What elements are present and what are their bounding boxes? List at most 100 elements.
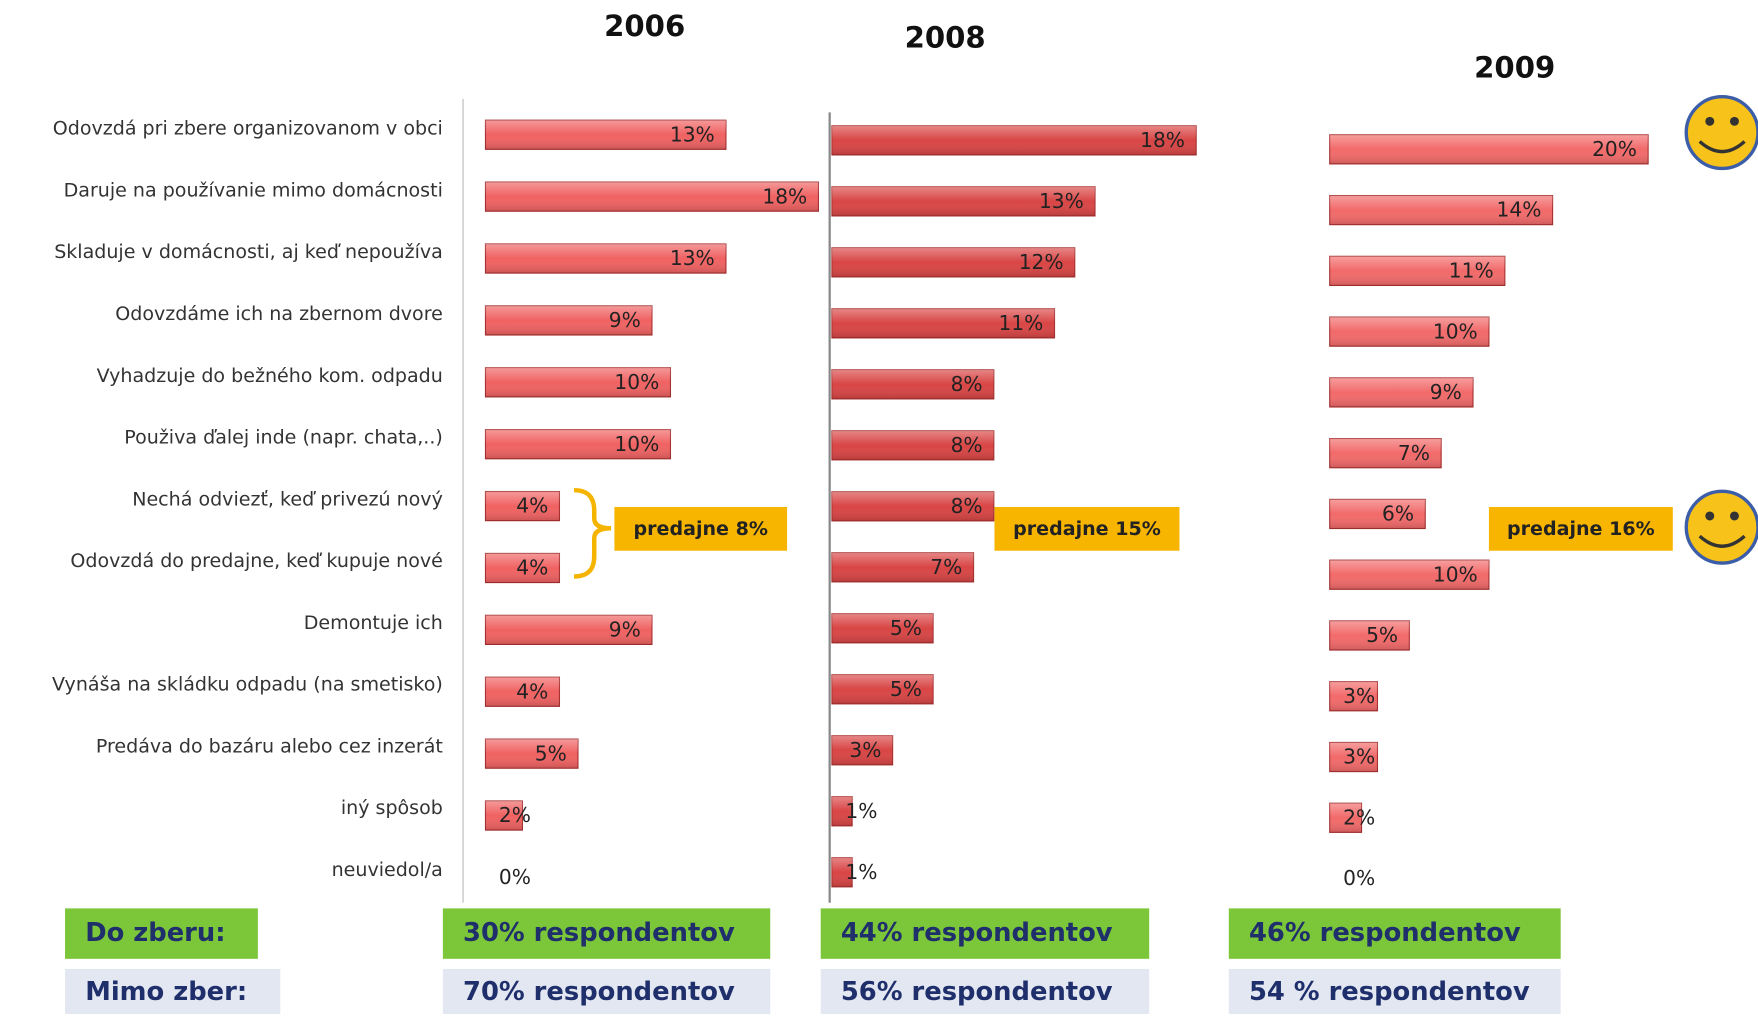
value-label: 4% bbox=[516, 679, 548, 703]
annotation-box bbox=[1488, 507, 1673, 551]
value-label: 8% bbox=[951, 433, 983, 457]
panel-title: 2008 bbox=[905, 20, 986, 54]
bar-shine bbox=[485, 491, 560, 521]
bar-shine bbox=[485, 182, 819, 212]
summary-label-box bbox=[65, 968, 281, 1017]
bar-shine bbox=[831, 125, 1197, 155]
bar-shine bbox=[1329, 803, 1362, 833]
value-label: 2% bbox=[499, 803, 531, 827]
category-label: Demontuje ich bbox=[304, 612, 443, 634]
summary-cell: 44% respondentov bbox=[841, 918, 1113, 948]
bar-shine bbox=[1329, 620, 1410, 651]
bar-shine bbox=[485, 120, 726, 150]
summary-cell-box bbox=[1228, 908, 1561, 959]
summary-cell-box bbox=[442, 968, 771, 1017]
value-label: 13% bbox=[670, 246, 715, 270]
value-label: 1% bbox=[845, 860, 877, 884]
bar-shine bbox=[831, 857, 853, 887]
bar-shine bbox=[831, 308, 1055, 338]
bar-shine bbox=[1329, 499, 1426, 529]
value-label: 9% bbox=[1430, 380, 1462, 404]
smiley bbox=[1684, 94, 1758, 171]
value-label: 11% bbox=[998, 311, 1043, 335]
value-label: 14% bbox=[1497, 198, 1542, 222]
bar-shine bbox=[485, 739, 578, 769]
summary-cell-box bbox=[442, 908, 771, 959]
summary-label: Mimo zber: bbox=[85, 977, 247, 1007]
value-label: 9% bbox=[609, 308, 641, 332]
value-label: 3% bbox=[1343, 684, 1375, 708]
category-label: Daruje na používanie mimo domácnosti bbox=[64, 179, 443, 201]
value-label: 7% bbox=[1398, 441, 1430, 465]
category-label: Odovzdá pri zbere organizovanom v obci bbox=[53, 118, 443, 140]
value-label: 0% bbox=[499, 865, 531, 889]
value-label: 2% bbox=[1343, 805, 1375, 829]
summary-cell-box bbox=[820, 908, 1150, 959]
value-label: 1% bbox=[845, 799, 877, 823]
category-label: Vynáša na skládku odpadu (na smetisko) bbox=[52, 674, 443, 696]
annotation-box bbox=[994, 507, 1180, 551]
value-label: 8% bbox=[951, 494, 983, 518]
value-label: 3% bbox=[849, 738, 881, 762]
value-label: 18% bbox=[1140, 128, 1185, 152]
value-label: 20% bbox=[1592, 137, 1637, 161]
bar-shine bbox=[485, 305, 652, 336]
bar-shine bbox=[485, 800, 523, 831]
value-label: 5% bbox=[535, 741, 567, 765]
bar-shine bbox=[485, 429, 671, 459]
bar-shine bbox=[1329, 681, 1378, 711]
summary-cell: 70% respondentov bbox=[463, 977, 735, 1007]
summary-cell: 30% respondentov bbox=[463, 918, 735, 948]
summary-label: Do zberu: bbox=[85, 918, 225, 948]
value-label: 5% bbox=[890, 616, 922, 640]
value-label: 10% bbox=[1433, 562, 1478, 586]
bar-shine bbox=[1329, 377, 1473, 407]
summary-cell-box bbox=[820, 968, 1150, 1017]
bar-shine bbox=[485, 367, 671, 397]
category-label: Vyhadzuje do bežného kom. odpadu bbox=[97, 365, 443, 387]
smiley bbox=[1684, 489, 1758, 565]
bar-shine bbox=[485, 243, 726, 274]
value-label: 3% bbox=[1343, 745, 1375, 769]
value-label: 5% bbox=[1366, 623, 1398, 647]
value-label: 11% bbox=[1449, 259, 1494, 283]
value-label: 4% bbox=[516, 556, 548, 580]
value-label: 0% bbox=[1343, 866, 1375, 890]
bar-shine bbox=[1329, 134, 1649, 164]
bar-shine bbox=[1329, 560, 1489, 590]
value-label: 9% bbox=[609, 618, 641, 642]
value-label: 5% bbox=[890, 677, 922, 701]
bar-shine bbox=[831, 613, 934, 643]
bar-shine bbox=[831, 552, 974, 582]
summary-cell: 46% respondentov bbox=[1249, 918, 1521, 948]
category-label: Odovzdáme ich na zbernom dvore bbox=[115, 303, 443, 325]
panel-title: 2006 bbox=[604, 9, 685, 43]
category-label: Použiva ďalej inde (napr. chata,..) bbox=[124, 427, 443, 449]
value-label: 7% bbox=[930, 555, 962, 579]
category-label: Skladuje v domácnosti, aj keď nepoužíva bbox=[54, 241, 443, 263]
bar-shine bbox=[485, 553, 560, 583]
category-label: Nechá odviezť, keď privezú nový bbox=[132, 488, 443, 510]
bar-shine bbox=[831, 369, 994, 399]
annotation: predajne 16% bbox=[1507, 518, 1655, 540]
bar-shine bbox=[485, 677, 560, 707]
bar-shine bbox=[1329, 195, 1553, 225]
annotation: predajne 8% bbox=[634, 518, 768, 540]
summary-cell: 56% respondentov bbox=[841, 977, 1113, 1007]
bar-shine bbox=[1329, 438, 1442, 468]
bar-shine bbox=[831, 735, 893, 765]
category-label: neuviedol/a bbox=[332, 859, 443, 881]
annotation-box bbox=[614, 507, 788, 551]
bar-shine bbox=[831, 674, 934, 704]
value-label: 6% bbox=[1382, 502, 1414, 526]
bar-shine bbox=[831, 430, 994, 460]
bar-shine bbox=[1329, 742, 1378, 772]
summary-label-box bbox=[65, 908, 258, 959]
bar-shine bbox=[1329, 317, 1489, 347]
bar-shine bbox=[831, 247, 1075, 277]
value-label: 10% bbox=[614, 370, 659, 394]
annotation: predajne 15% bbox=[1013, 518, 1161, 540]
category-label: Odovzdá do predajne, keď kupuje nové bbox=[70, 550, 442, 572]
bar-shine bbox=[831, 491, 994, 521]
